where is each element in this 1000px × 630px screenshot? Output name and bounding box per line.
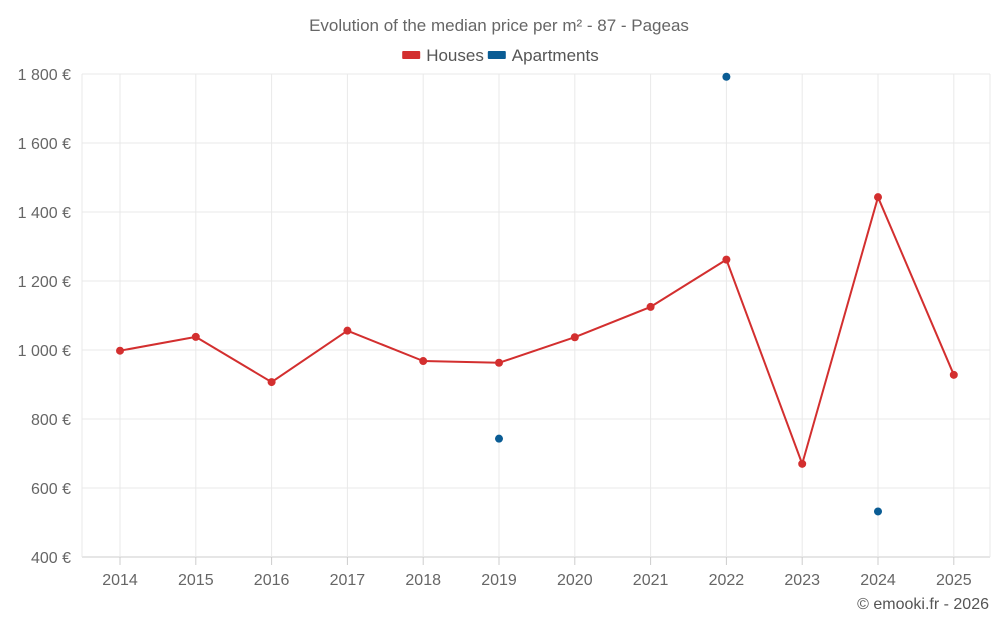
y-tick-label: 1 800 € [18,67,71,84]
data-point-houses-2020[interactable] [570,333,579,342]
x-tick-label: 2016 [254,572,290,589]
x-tick-label: 2019 [481,572,517,589]
data-point-houses-2015[interactable] [191,332,200,341]
x-tick-label: 2024 [860,572,896,589]
chart-title: Evolution of the median price per m² - 8… [309,16,689,35]
y-tick-label: 1 000 € [18,343,71,360]
data-point-houses-2021[interactable] [646,302,655,311]
data-point-houses-2019[interactable] [495,358,503,367]
data-point-houses-2017[interactable] [343,326,352,335]
copyright-text: © emooki.fr - 2026 [857,596,989,613]
legend-swatch [487,51,506,59]
data-point-apartments-2019[interactable] [495,434,503,443]
data-point-houses-2018[interactable] [419,357,428,366]
series-houses [116,193,958,468]
x-tick-label: 2018 [405,572,441,589]
y-tick-label: 1 600 € [18,136,71,153]
data-point-houses-2025[interactable] [949,370,958,379]
y-axis: 400 € 600 € 800 € 1 000 € 1 200 € 1 400 € 1 60… [18,67,71,567]
x-tick-label: 2017 [330,572,366,589]
data-point-houses-2022[interactable] [722,255,731,264]
data-point-apartments-2024[interactable] [874,507,882,516]
x-tick-label: 2025 [936,572,972,589]
legend-item-apartments[interactable]: Apartments [487,46,599,65]
data-point-houses-2023[interactable] [798,459,807,468]
y-tick-label: 800 € [31,412,71,429]
legend-label: Apartments [512,46,599,65]
y-tick-label: 400 € [31,550,71,567]
y-tick-label: 600 € [31,481,71,498]
legend-label: Houses [426,46,484,65]
x-tick-label: 2023 [784,572,820,589]
data-point-houses-2016[interactable] [267,378,276,387]
x-axis: 2014 2015 2016 2017 2018 2019 2020 2021 2022 2023… [102,557,972,589]
x-tick-label: 2021 [633,572,669,589]
legend[interactable]: Houses Apartments [402,46,599,65]
legend-item-houses[interactable]: Houses [402,46,484,65]
y-tick-label: 1 400 € [18,205,71,222]
y-tick-label: 1 200 € [18,274,71,291]
data-point-apartments-2022[interactable] [722,72,731,81]
legend-swatch [402,51,421,59]
x-tick-label: 2015 [178,572,214,589]
series-apartments [495,72,882,516]
data-point-houses-2014[interactable] [116,346,124,355]
data-point-houses-2024[interactable] [874,193,882,202]
grid [81,73,991,558]
series-line-houses [119,196,955,465]
x-tick-label: 2020 [557,572,593,589]
series-layer [116,72,958,516]
x-tick-label: 2014 [102,572,138,589]
x-tick-label: 2022 [709,572,745,589]
